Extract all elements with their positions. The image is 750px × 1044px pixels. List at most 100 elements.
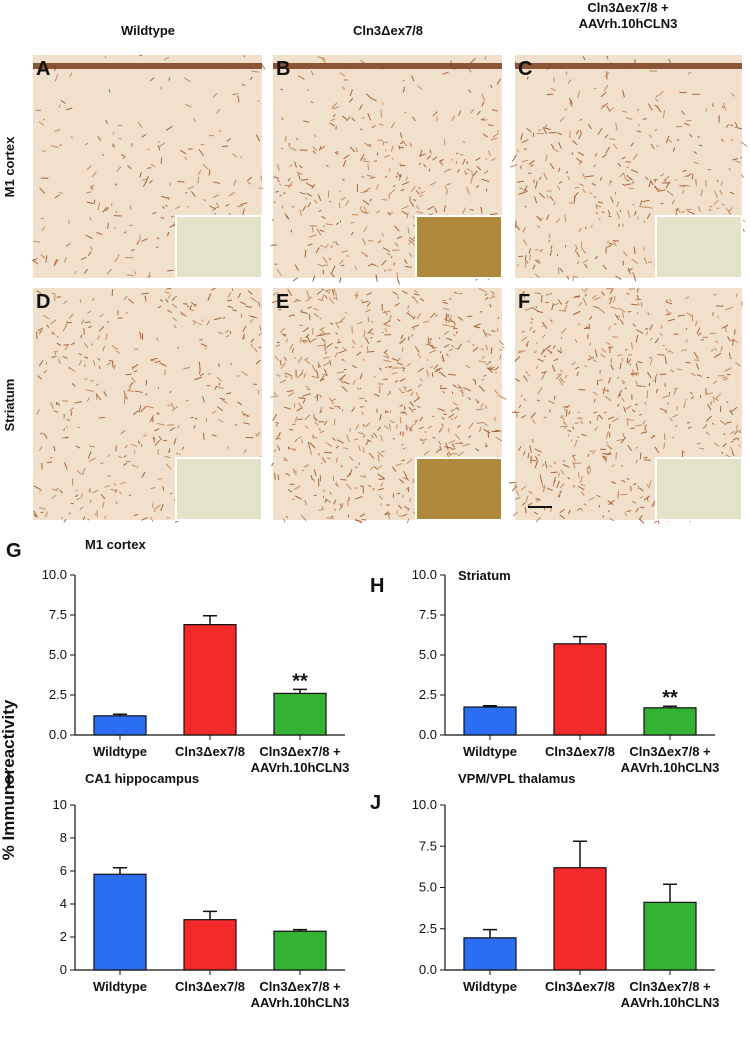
texture (625, 361, 632, 366)
texture (331, 102, 338, 109)
texture (665, 181, 671, 189)
texture (50, 319, 57, 325)
bar (643, 901, 697, 971)
texture (169, 223, 177, 228)
texture (331, 437, 336, 441)
texture (695, 363, 700, 370)
texture (121, 156, 126, 160)
texture (372, 487, 375, 491)
texture (639, 496, 643, 499)
texture (337, 339, 340, 342)
texture (582, 259, 589, 264)
texture (87, 310, 92, 314)
texture (74, 494, 79, 498)
texture (309, 234, 317, 238)
texture (418, 162, 422, 166)
texture (232, 93, 239, 96)
texture (545, 154, 548, 162)
texture (635, 334, 639, 343)
texture (725, 326, 727, 333)
texture (365, 308, 372, 313)
texture (481, 101, 485, 107)
texture (681, 450, 686, 454)
texture (292, 277, 298, 282)
texture (532, 307, 539, 313)
texture (455, 152, 459, 155)
texture (373, 465, 379, 471)
texture (318, 145, 326, 151)
micrograph: B (270, 55, 503, 285)
texture (291, 348, 294, 354)
texture (585, 326, 589, 329)
texture (186, 305, 189, 308)
texture (131, 464, 137, 468)
texture (129, 205, 132, 210)
texture (330, 515, 334, 518)
texture (305, 182, 311, 186)
texture (593, 296, 601, 301)
texture (648, 261, 653, 263)
y-tick-label: 7.5 (419, 838, 437, 853)
texture (411, 324, 420, 329)
texture (359, 387, 362, 390)
texture (545, 124, 547, 128)
texture (225, 203, 230, 207)
texture (514, 409, 518, 418)
texture (284, 213, 289, 218)
texture (557, 299, 563, 305)
texture (665, 135, 670, 144)
texture (386, 252, 391, 256)
texture (290, 205, 295, 208)
texture (530, 317, 534, 321)
texture (567, 79, 572, 84)
texture (636, 311, 639, 315)
texture (532, 419, 536, 424)
texture (311, 364, 317, 372)
texture (609, 517, 615, 522)
texture (730, 124, 734, 126)
texture (663, 175, 670, 181)
texture (136, 466, 139, 469)
texture (368, 452, 375, 459)
texture (438, 427, 443, 433)
texture (404, 473, 408, 480)
texture (382, 310, 391, 314)
texture (56, 335, 59, 339)
texture (310, 101, 314, 104)
texture (402, 476, 410, 481)
texture (635, 380, 638, 385)
texture (605, 430, 609, 439)
texture (463, 387, 471, 392)
texture (364, 422, 371, 428)
texture (454, 433, 461, 441)
texture (337, 406, 341, 410)
texture (213, 317, 222, 321)
texture (433, 364, 439, 370)
texture (407, 243, 411, 245)
texture (721, 376, 727, 379)
texture (591, 182, 597, 186)
texture (523, 398, 526, 402)
texture (547, 349, 552, 353)
texture (53, 445, 56, 452)
texture (574, 338, 578, 343)
texture (575, 366, 580, 370)
texture (492, 132, 499, 138)
texture (145, 176, 149, 184)
texture (331, 265, 336, 274)
texture (649, 324, 653, 331)
texture (37, 294, 44, 297)
texture (342, 159, 347, 167)
texture (253, 347, 258, 353)
texture (359, 205, 362, 210)
texture (501, 346, 505, 349)
texture (405, 424, 408, 431)
texture (604, 411, 607, 414)
texture (442, 359, 445, 362)
texture (141, 238, 148, 242)
texture (524, 188, 528, 193)
texture (514, 356, 521, 362)
texture (316, 228, 322, 236)
texture (201, 319, 204, 322)
texture (63, 428, 66, 431)
